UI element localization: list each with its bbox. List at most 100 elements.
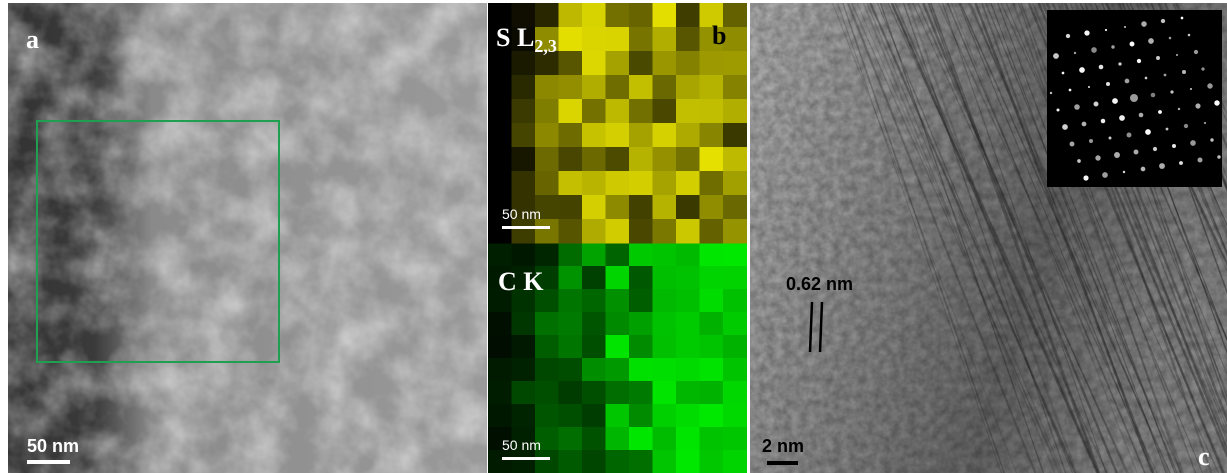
map-pixel — [582, 335, 606, 359]
map-pixel — [629, 27, 653, 52]
spot — [1158, 110, 1162, 114]
map-pixel — [582, 75, 606, 100]
map-pixel — [723, 243, 747, 267]
map-pixel — [559, 75, 583, 100]
map-pixel — [629, 312, 653, 336]
spot — [1062, 124, 1068, 130]
map-pixel — [582, 289, 606, 313]
map-pixel — [653, 312, 677, 336]
map-pixel — [653, 450, 677, 473]
map-pixel — [653, 51, 677, 76]
spot — [1077, 159, 1081, 163]
map-pixel — [653, 27, 677, 52]
map-pixel — [559, 27, 583, 52]
map-pixel — [535, 123, 559, 148]
element: S L — [496, 23, 534, 52]
map-pixel — [606, 219, 630, 244]
map-pixel — [582, 195, 606, 220]
map-pixel — [606, 312, 630, 336]
spot — [1094, 102, 1099, 107]
panel-label: a — [26, 25, 39, 54]
spot — [1217, 155, 1220, 158]
map-pixel — [512, 358, 536, 382]
map-pixel — [700, 123, 724, 148]
spot — [1169, 37, 1172, 40]
map-pixel — [629, 3, 653, 28]
map-pixel — [676, 3, 700, 28]
map-pixel — [606, 243, 630, 267]
spot — [1095, 155, 1100, 160]
map-pixel — [676, 335, 700, 359]
map-pixel — [512, 171, 536, 196]
map-pixel — [535, 335, 559, 359]
map-pixel — [629, 195, 653, 220]
map-pixel — [488, 171, 512, 196]
map-pixel — [582, 427, 606, 451]
scale-bar — [502, 226, 550, 229]
map-pixel — [653, 75, 677, 100]
map-pixel — [629, 335, 653, 359]
spot — [1214, 100, 1219, 105]
map-pixel — [676, 450, 700, 473]
spot — [1195, 103, 1200, 108]
map-pixel — [629, 99, 653, 124]
map-pixel — [653, 381, 677, 405]
spot — [1091, 47, 1097, 53]
map-pixel — [653, 219, 677, 244]
spot — [1182, 70, 1186, 74]
spot — [1166, 128, 1169, 131]
map-pixel — [723, 171, 747, 196]
spot — [1172, 144, 1176, 148]
map-pixel — [559, 219, 583, 244]
map-pixel — [512, 335, 536, 359]
map-pixel — [676, 266, 700, 290]
map-pixel — [723, 219, 747, 244]
map-pixel — [629, 450, 653, 473]
spacing-label: 0.62 nm — [786, 274, 853, 294]
map-pixel — [512, 219, 536, 244]
map-pixel — [700, 75, 724, 100]
spot — [1112, 98, 1118, 104]
map-pixel — [723, 312, 747, 336]
map-pixel — [653, 123, 677, 148]
map-pixel — [512, 404, 536, 428]
map-pixel — [629, 381, 653, 405]
map-pixel — [676, 195, 700, 220]
map-pixel — [535, 219, 559, 244]
spot — [1074, 104, 1080, 110]
map-pixel — [582, 3, 606, 28]
map-pixel — [606, 171, 630, 196]
map-pixel — [582, 51, 606, 76]
map-pixel — [582, 27, 606, 52]
map-pixel — [676, 219, 700, 244]
map-pixel — [653, 3, 677, 28]
map-pixel — [582, 266, 606, 290]
map-pixel — [535, 171, 559, 196]
map-pixel — [535, 312, 559, 336]
map-pixel — [629, 427, 653, 451]
map-pixel — [723, 450, 747, 473]
spot — [1161, 19, 1165, 23]
map-pixel — [512, 51, 536, 76]
map-pixel — [606, 266, 630, 290]
spot — [1050, 92, 1052, 94]
map-pixel — [700, 450, 724, 473]
spot — [1127, 133, 1132, 138]
map-pixel — [535, 381, 559, 405]
map-pixel — [559, 335, 583, 359]
scale-bar-label: 50 nm — [502, 437, 541, 453]
map-pixel — [676, 27, 700, 52]
spot — [1145, 77, 1148, 80]
spot — [1062, 72, 1065, 75]
map-pixel — [653, 171, 677, 196]
map-pixel — [559, 381, 583, 405]
panel-b: S L2,3 b 50 nm C K 50 nm — [488, 3, 747, 473]
spot — [1099, 65, 1104, 70]
map-pixel — [676, 99, 700, 124]
map-pixel — [582, 404, 606, 428]
edge: 2,3 — [534, 36, 557, 56]
spot — [1053, 53, 1059, 59]
map-pixel — [629, 404, 653, 428]
map-pixel — [700, 358, 724, 382]
spot — [1130, 42, 1135, 47]
